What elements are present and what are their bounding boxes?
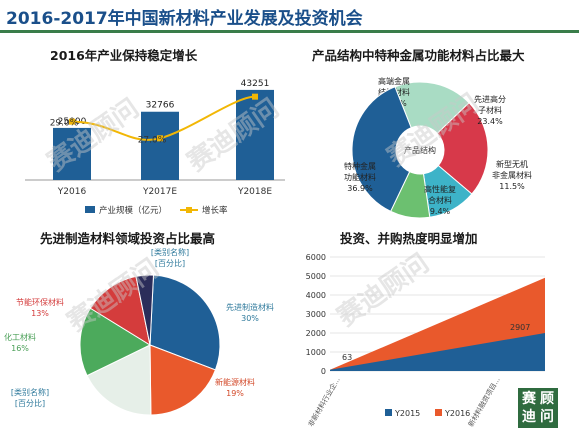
chart4-title: 投资、并购热度明显增加 xyxy=(340,231,478,246)
x-tick-label: 非新材料行业企... xyxy=(306,376,342,429)
pie-slice-4 xyxy=(89,275,151,347)
donut-slice-1 xyxy=(436,102,489,195)
legend-label-y2016: Y2016 xyxy=(444,409,470,418)
pie-slice-1 xyxy=(149,344,217,416)
legend-swatch-y2015 xyxy=(385,409,392,416)
pie-slice-3 xyxy=(79,307,152,377)
y-tick-label: 0 xyxy=(321,367,326,376)
donut-slice-label: 高端金属 xyxy=(378,76,410,86)
y-tick-label: 3000 xyxy=(306,310,326,319)
growth-label-0: 29.0% xyxy=(50,119,79,129)
donut-slice-label: 功能材料 xyxy=(344,172,376,182)
bar-1 xyxy=(141,111,179,180)
annotation-end: 2907 xyxy=(510,323,530,332)
donut-slice-4 xyxy=(351,86,412,213)
logo-char: 问 xyxy=(540,409,554,425)
pie-slice-label: 节能环保材料 xyxy=(16,297,64,307)
donut-slice-label: 子材料 xyxy=(478,105,502,115)
investment-share-chart: 先进制造材料30%新能源材料19%[类别名称][百分比]化工材料16%节能环保材… xyxy=(4,247,274,416)
growth-label-1: 27.0% xyxy=(138,135,167,145)
growth-point-2 xyxy=(252,93,258,100)
pie-slice-value: [百分比] xyxy=(15,398,45,408)
donut-slice-label: 先进高分 xyxy=(474,94,506,104)
donut-slice-value: 11.5% xyxy=(499,182,525,191)
area-y2015 xyxy=(330,333,545,371)
bar-label-2: 43251 xyxy=(241,79,270,89)
growth-point-1 xyxy=(157,135,163,142)
growth-point-0 xyxy=(69,118,75,125)
y-tick-label: 5000 xyxy=(306,272,326,281)
legend-swatch-marker xyxy=(186,207,192,213)
title-divider xyxy=(0,30,579,33)
company-logo: 赛 顾 迪 问 xyxy=(518,388,558,428)
legend-label-y2015: Y2015 xyxy=(394,409,420,418)
donut-slice-value: 36.9% xyxy=(347,184,373,193)
pie-slice-2 xyxy=(86,344,152,416)
logo-char: 顾 xyxy=(540,391,554,407)
donut-slice-label: 非金属材料 xyxy=(492,170,532,180)
bar-label-1: 32766 xyxy=(146,101,175,111)
pie-slice-label: [类别名称] xyxy=(11,387,49,397)
pie-slice-label: [类别名称] xyxy=(151,247,189,257)
legend-swatch-bar xyxy=(85,206,95,213)
pie-slice-label: 先进制造材料 xyxy=(226,302,274,312)
product-structure-chart: 高端金属结构材料18.8%先进高分子材料23.4%新型无机非金属材料11.5%高… xyxy=(344,76,532,219)
page-title: 2016-2017年中国新材料产业发展及投资机会 xyxy=(6,9,363,29)
donut-slice-label: 新型无机 xyxy=(496,159,528,169)
growth-chart: 25000Y201632766Y2017E43251Y2018E29.0%27.… xyxy=(25,79,285,216)
pie-slice-label: 新能源材料 xyxy=(215,377,255,387)
y-tick-label: 2000 xyxy=(306,329,326,338)
chart2-title: 产品结构中特种金属功能材料占比最大 xyxy=(312,48,525,63)
pie-slice-value: 13% xyxy=(31,309,49,318)
pie-slice-label: 化工材料 xyxy=(4,332,36,342)
legend-swatch-y2016 xyxy=(435,409,442,416)
pie-slice-value: 30% xyxy=(241,314,259,323)
pie-slice-value: [百分比] xyxy=(155,258,185,268)
x-tick-label: 新材料融资项目... xyxy=(466,376,502,429)
pie-slice-value: 19% xyxy=(226,389,244,398)
pie-slice-value: 16% xyxy=(11,344,29,353)
pie-slice-0 xyxy=(149,274,221,371)
x-tick-label: Y2018E xyxy=(237,187,272,197)
x-tick-label: Y2017E xyxy=(142,187,177,197)
bar-0 xyxy=(53,127,91,180)
y-tick-label: 6000 xyxy=(306,253,326,262)
y-tick-label: 4000 xyxy=(306,291,326,300)
logo-char: 赛 xyxy=(522,391,536,407)
donut-slice-value: 9.4% xyxy=(430,207,451,216)
bar-2 xyxy=(236,89,274,180)
annotation-start: 63 xyxy=(342,353,352,362)
investment-heat-chart: 0 1000 2000 3000 4000 5000 6000 63 2907 非新材料行业企..… xyxy=(306,253,545,429)
y-tick-label: 1000 xyxy=(306,348,326,357)
donut-slice-label: 高性能复 xyxy=(424,184,456,194)
legend-label-bar: 产业规模（亿元） xyxy=(99,205,167,216)
chart3-title: 先进制造材料领域投资占比最高 xyxy=(40,231,216,246)
donut-hole xyxy=(397,127,443,173)
pie-slice-5 xyxy=(135,274,155,346)
chart1-title: 2016年产业保持稳定增长 xyxy=(50,48,198,63)
donut-slice-label: 特种金属 xyxy=(344,161,376,171)
x-tick-label: Y2016 xyxy=(57,187,87,197)
donut-center-label: 产品结构 xyxy=(404,145,436,155)
donut-slice-label: 合材料 xyxy=(428,195,452,205)
donut-slice-value: 23.4% xyxy=(477,117,503,126)
legend-label-line: 增长率 xyxy=(202,205,228,216)
logo-char: 迪 xyxy=(522,409,536,425)
